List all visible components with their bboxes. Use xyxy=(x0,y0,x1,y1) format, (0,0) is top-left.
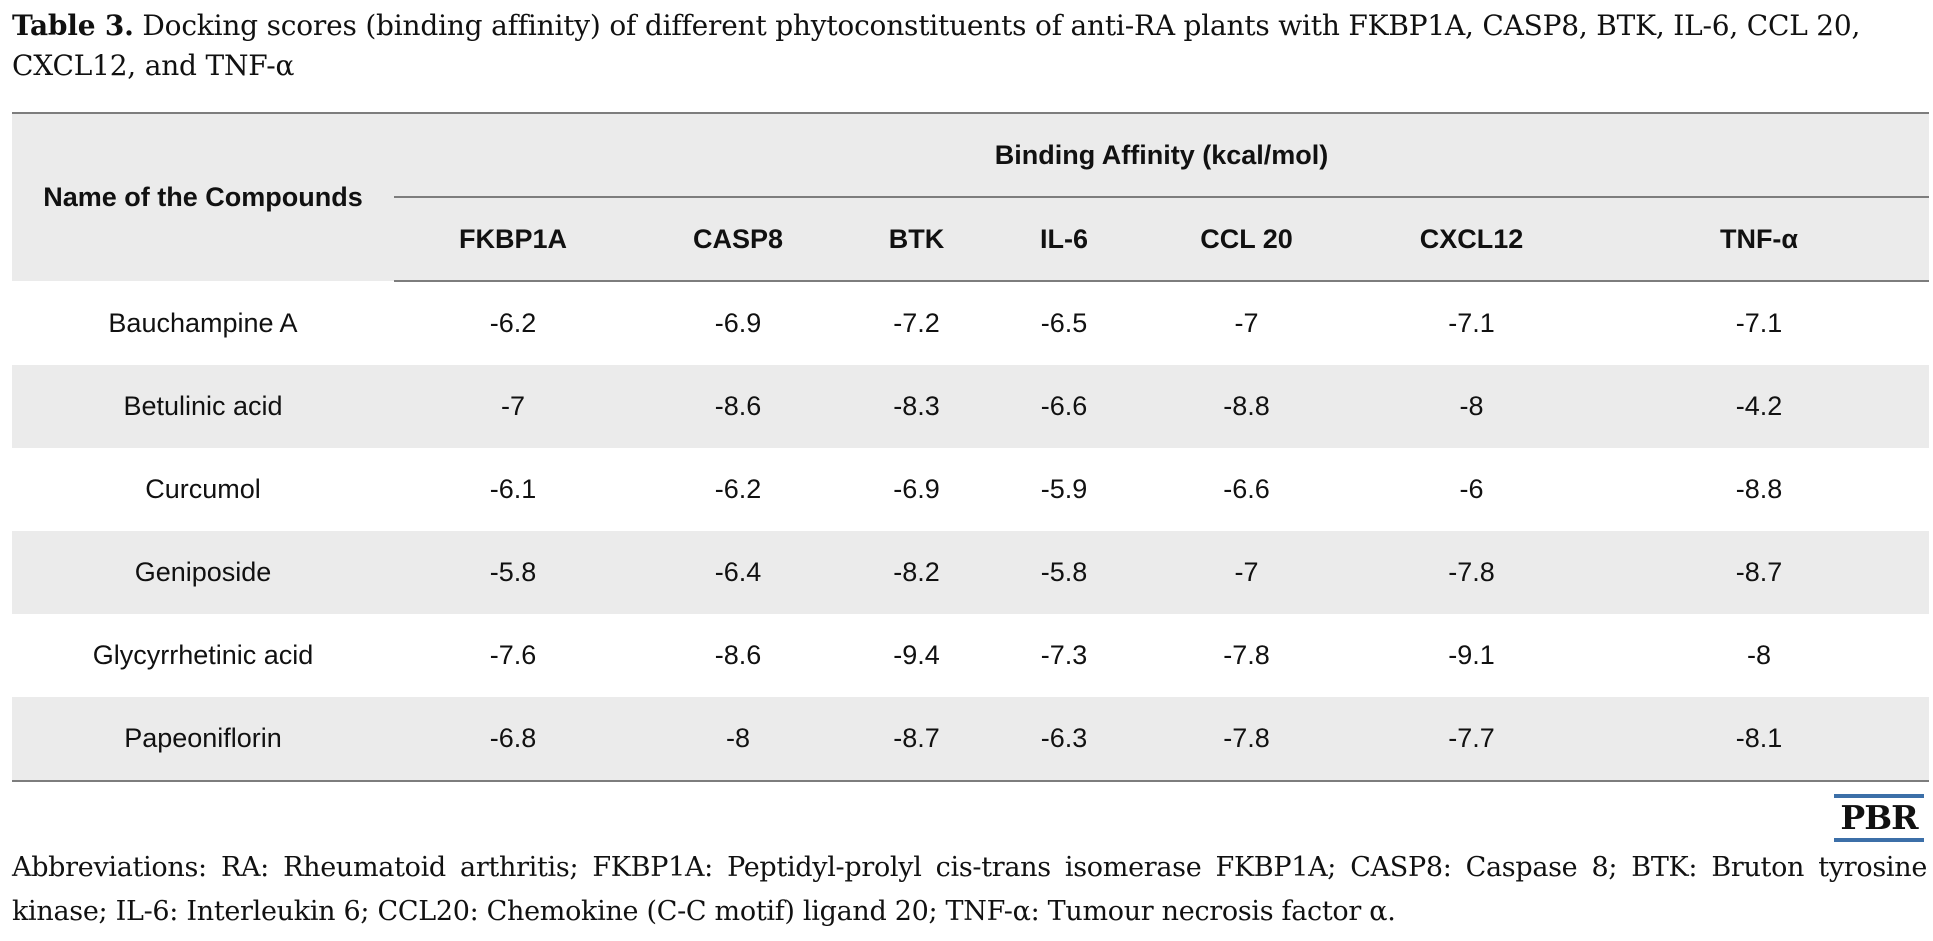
affinity-value-cell: -6.3 xyxy=(989,697,1139,782)
column-header: CXCL12 xyxy=(1354,197,1589,282)
affinity-value-cell: -6.9 xyxy=(893,474,940,504)
affinity-value-cell: -6.1 xyxy=(489,474,537,504)
compound-name-cell: Glycyrrhetinic acid xyxy=(92,640,314,670)
affinity-value-cell: -6.9 xyxy=(714,308,762,338)
pbr-logo: PBR xyxy=(1834,794,1924,842)
column-header: CASP8 xyxy=(632,197,844,282)
affinity-value-cell: -6.2 xyxy=(489,308,537,338)
affinity-value-cell: -7.3 xyxy=(1040,640,1088,670)
affinity-value-cell: -7.1 xyxy=(1448,308,1495,338)
compound-name-cell: Papeoniflorin xyxy=(12,697,394,782)
affinity-value-cell: -6.2 xyxy=(714,474,762,504)
affinity-value-cell: -8.3 xyxy=(844,365,989,448)
table-row: Curcumol -6.1 -6.2 -6.9 -5.9 -6.6 -6 -8.8 xyxy=(12,448,1929,531)
affinity-value-cell: -8 xyxy=(1354,365,1589,448)
affinity-value-cell: -7.1 xyxy=(1735,308,1783,338)
table-row: Papeoniflorin -6.8 -8 -8.7 -6.3 -7.8 -7.7 -8.1 xyxy=(12,697,1929,782)
table-body: Bauchampine A -6.2 -6.9 -7.2 -6.5 -7 -7.1 -7.1 B… xyxy=(12,281,1929,782)
affinity-value-cell: -7 xyxy=(394,365,632,448)
table-row: Bauchampine A -6.2 -6.9 -7.2 -6.5 -7 -7.1 -7.1 xyxy=(12,281,1929,365)
table-row: Betulinic acid -7 -8.6 -8.3 -6.6 -8.8 -8 -4.2 xyxy=(12,365,1929,448)
affinity-value-cell: -7.7 xyxy=(1354,697,1589,782)
affinity-value-cell: -6.8 xyxy=(394,697,632,782)
affinity-value-cell: -9.1 xyxy=(1448,640,1495,670)
affinity-value-cell: -9.4 xyxy=(893,640,940,670)
abbreviations-footnote: Abbreviations: RA: Rheumatoid arthritis;… xyxy=(12,852,1927,927)
column-header: IL-6 xyxy=(989,197,1139,282)
compound-name-cell: Betulinic acid xyxy=(12,365,394,448)
compound-name-cell: Curcumol xyxy=(145,474,261,504)
affinity-value-cell: -4.2 xyxy=(1589,365,1929,448)
table-row: Glycyrrhetinic acid -7.6 -8.6 -9.4 -7.3 -7.8 -… xyxy=(12,614,1929,697)
column-header: TNF-α xyxy=(1589,197,1929,282)
column-header: BTK xyxy=(844,197,989,282)
column-header: FKBP1A xyxy=(394,197,632,282)
affinity-value-cell: -5.8 xyxy=(394,531,632,614)
affinity-value-cell: -8.7 xyxy=(844,697,989,782)
affinity-value-cell: -7.2 xyxy=(893,308,940,338)
affinity-value-cell: -8.8 xyxy=(1139,365,1354,448)
compound-name-cell: Geniposide xyxy=(12,531,394,614)
affinity-value-cell: -8.2 xyxy=(844,531,989,614)
affinity-value-cell: -7 xyxy=(1234,308,1259,338)
affinity-value-cell: -7.8 xyxy=(1139,697,1354,782)
affinity-value-cell: -7.6 xyxy=(489,640,537,670)
affinity-value-cell: -5.8 xyxy=(989,531,1139,614)
affinity-value-cell: -7 xyxy=(1139,531,1354,614)
affinity-value-cell: -5.9 xyxy=(1040,474,1088,504)
affinity-value-cell: -6.4 xyxy=(632,531,844,614)
affinity-value-cell: -6.5 xyxy=(1040,308,1088,338)
caption-text: Docking scores (binding affinity) of dif… xyxy=(12,9,1861,82)
table-row: Geniposide -5.8 -6.4 -8.2 -5.8 -7 -7.8 -8.7 xyxy=(12,531,1929,614)
header-row-group: Name of the Compounds Binding Affinity (… xyxy=(12,112,1929,281)
header-row-columns: FKBP1A CASP8 BTK IL-6 CCL 20 CXCL12 TNF-α xyxy=(12,197,1929,282)
docking-scores-table: Name of the Compounds Binding Affinity (… xyxy=(12,112,1929,782)
affinity-value-cell: -8.8 xyxy=(1735,474,1783,504)
table-caption: Table 3. Docking scores (binding affinit… xyxy=(12,6,1922,86)
column-header: CCL 20 xyxy=(1139,197,1354,282)
affinity-value-cell: -8 xyxy=(632,697,844,782)
affinity-value-cell: -8.6 xyxy=(714,640,762,670)
compound-name-cell: Bauchampine A xyxy=(108,307,298,338)
affinity-value-cell: -7.8 xyxy=(1223,640,1270,670)
caption-label: Table 3. xyxy=(12,9,134,42)
affinity-value-cell: -8.7 xyxy=(1589,531,1929,614)
affinity-value-cell: -8 xyxy=(1746,640,1771,670)
affinity-value-cell: -6.6 xyxy=(989,365,1139,448)
binding-affinity-header: Binding Affinity (kcal/mol) xyxy=(394,112,1929,198)
affinity-value-cell: -6 xyxy=(1459,474,1484,504)
affinity-value-cell: -8.1 xyxy=(1589,697,1929,782)
affinity-value-cell: -8.6 xyxy=(632,365,844,448)
affinity-value-cell: -7.8 xyxy=(1354,531,1589,614)
compound-column-header: Name of the Compounds xyxy=(12,112,394,281)
affinity-value-cell: -6.6 xyxy=(1223,474,1270,504)
